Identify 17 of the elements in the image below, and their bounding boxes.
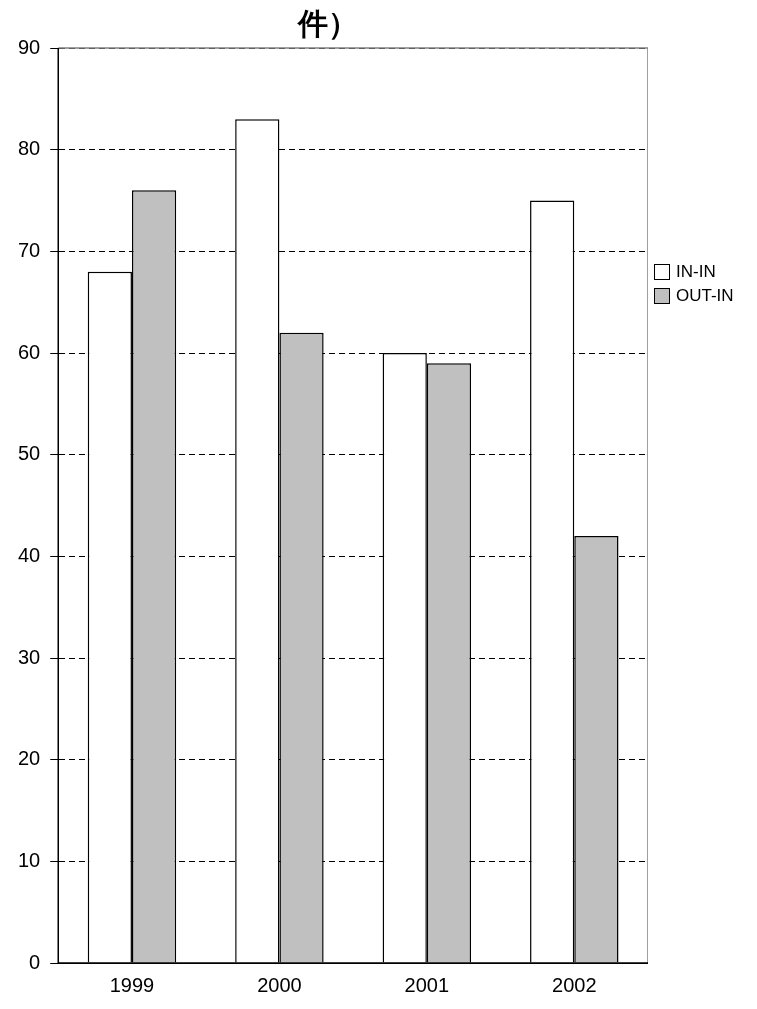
y-tick-label: 10 xyxy=(18,848,41,871)
y-tick-label: 80 xyxy=(18,137,41,160)
y-tick-label: 70 xyxy=(18,238,41,261)
y-tick-label: 0 xyxy=(29,950,41,973)
y-tick-label: 40 xyxy=(18,543,41,566)
y-tick-label: 60 xyxy=(18,340,41,363)
y-tick-label: 50 xyxy=(18,442,41,465)
text: IN-IN xyxy=(676,262,716,282)
y-tick-label: 20 xyxy=(18,747,41,770)
y-tick-label: 30 xyxy=(18,645,41,668)
x-tick-label: 2001 xyxy=(404,973,450,996)
legend-label: OUT-IN xyxy=(676,286,734,306)
y-tick-label: 90 xyxy=(18,35,41,58)
chart-title: 件） xyxy=(297,7,358,41)
x-tick-label: 1999 xyxy=(109,973,155,996)
x-tick-label: 2000 xyxy=(257,973,302,996)
x-tick-label: 2002 xyxy=(552,973,597,996)
